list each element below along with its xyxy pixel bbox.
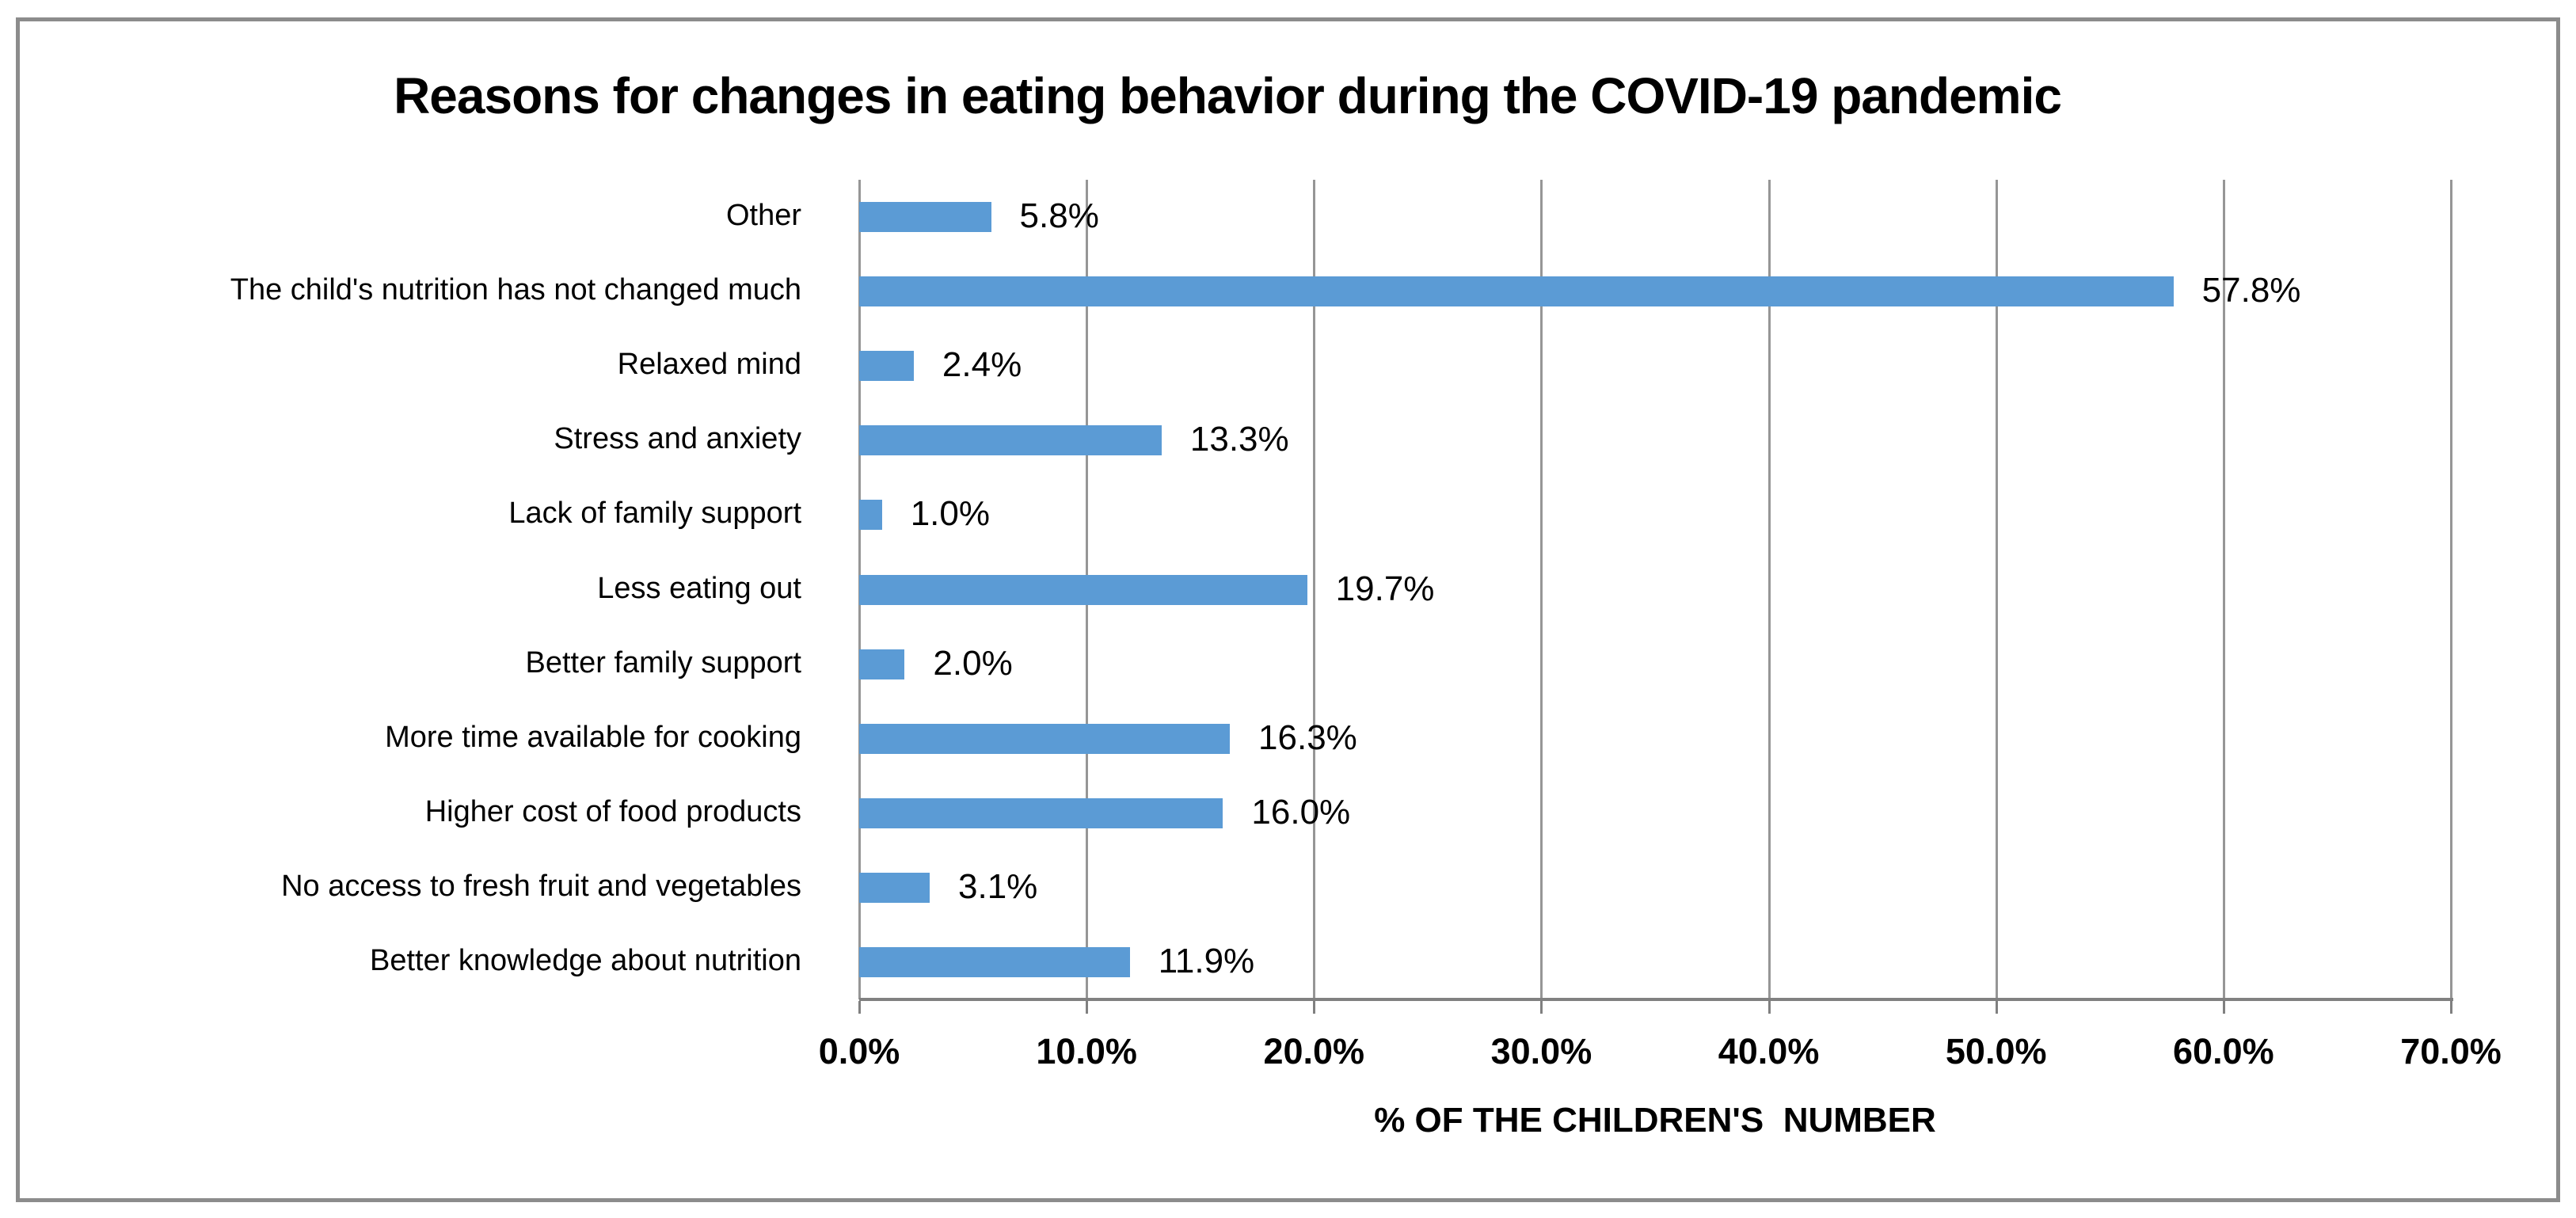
category-label: The child's nutrition has not changed mu… <box>230 273 801 307</box>
x-tick-label: 50.0% <box>1945 1031 2047 1071</box>
bar-value-label: 13.3% <box>1189 420 1289 459</box>
x-axis-tick <box>1313 1001 1316 1014</box>
category-label: Lack of family support <box>508 497 801 531</box>
x-axis-tick <box>1995 1001 1998 1014</box>
category-label: More time available for cooking <box>385 720 801 754</box>
gridline <box>2450 180 2452 999</box>
bar-value-label: 11.9% <box>1158 941 1255 980</box>
bar <box>859 723 1231 754</box>
category-label: Better family support <box>525 645 801 679</box>
gridline <box>1313 180 1316 999</box>
bar-value-label: 57.8% <box>2201 271 2301 310</box>
x-axis-tick <box>858 1001 861 1014</box>
bar-value-label: 3.1% <box>958 866 1038 906</box>
category-label: Less eating out <box>597 571 801 605</box>
bar <box>859 500 882 531</box>
bar <box>859 276 2174 307</box>
gridline <box>1995 180 1998 999</box>
chart-title: Reasons for changes in eating behavior d… <box>394 67 2062 124</box>
x-axis-line <box>859 998 2453 1001</box>
bar-value-label: 16.3% <box>1258 717 1357 757</box>
x-axis-tick <box>1086 1001 1089 1014</box>
bar-value-label: 19.7% <box>1335 569 1435 608</box>
bar <box>859 574 1307 605</box>
category-label: Better knowledge about nutrition <box>369 943 801 977</box>
x-tick-label: 70.0% <box>2400 1031 2502 1071</box>
bar <box>859 649 905 679</box>
category-label: Higher cost of food products <box>424 794 801 828</box>
bar <box>859 872 930 903</box>
bar <box>859 946 1130 977</box>
x-axis-tick <box>1767 1001 1771 1014</box>
category-label: Other <box>725 199 801 233</box>
x-tick-label: 40.0% <box>1718 1031 1820 1071</box>
gridline <box>1767 180 1771 999</box>
x-tick-label: 30.0% <box>1490 1031 1592 1071</box>
x-tick-label: 0.0% <box>818 1031 900 1071</box>
bar-value-label: 1.0% <box>910 494 990 534</box>
bar-value-label: 2.0% <box>933 643 1013 683</box>
bar-value-label: 16.0% <box>1251 792 1351 832</box>
x-tick-label: 60.0% <box>2173 1031 2274 1071</box>
bar <box>859 202 991 233</box>
chart-border <box>16 17 2560 1202</box>
gridline <box>1540 180 1543 999</box>
x-tick-label: 10.0% <box>1036 1031 1137 1071</box>
x-axis-tick <box>1540 1001 1543 1014</box>
bar-value-label: 5.8% <box>1019 196 1099 236</box>
bar <box>859 425 1162 456</box>
category-label: Relaxed mind <box>617 348 801 382</box>
x-axis-tick <box>2450 1001 2452 1014</box>
plot-area: 5.8% 57.8% 2.4% 13.3% 1.0% 19.7% 2.0% 16.3% 16.0… <box>858 180 2452 999</box>
bar <box>859 351 914 382</box>
x-axis-title: % OF THE CHILDREN'S NUMBER <box>1374 1101 1936 1140</box>
category-label: Stress and anxiety <box>554 422 801 456</box>
category-label: No access to fresh fruit and vegetables <box>281 869 801 903</box>
bar <box>859 797 1223 828</box>
bar-value-label: 2.4% <box>942 345 1022 385</box>
x-axis-tick <box>2222 1001 2225 1014</box>
x-tick-label: 20.0% <box>1263 1031 1365 1071</box>
gridline <box>2222 180 2225 999</box>
